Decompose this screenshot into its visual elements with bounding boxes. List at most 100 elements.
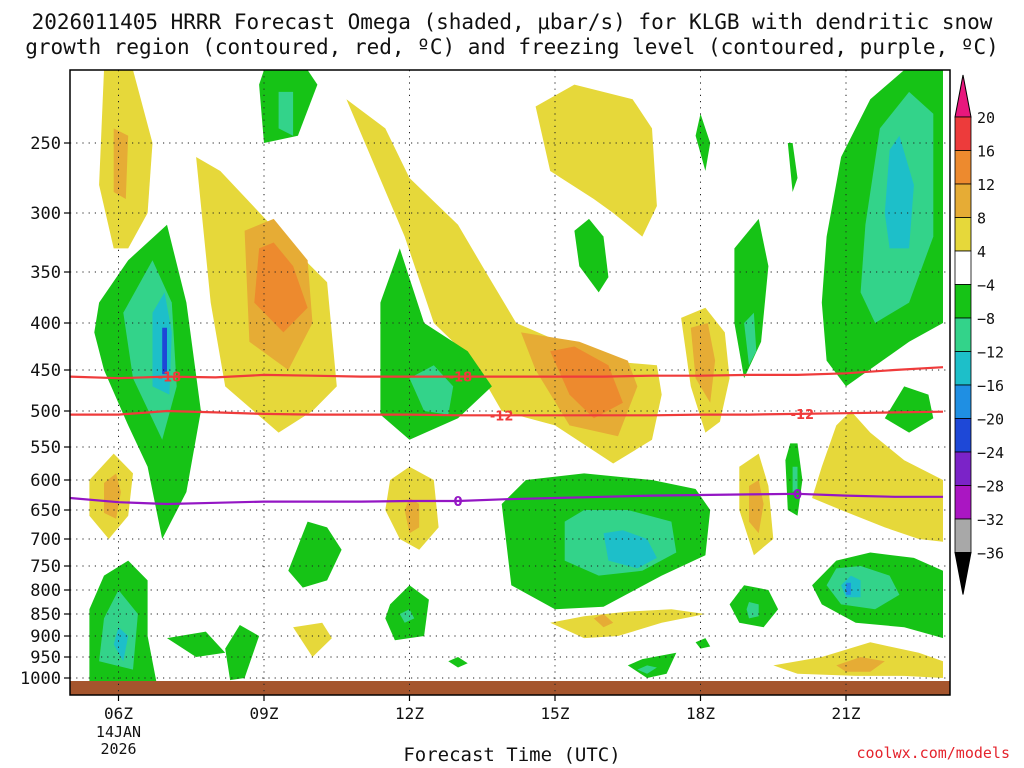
y-tick-label-900: 900 [30,627,61,647]
contour-label: -12 [490,409,514,424]
omega-region-pos8 [836,657,885,672]
contour-label: 0 [453,495,462,510]
omega-region-pos4 [293,622,332,657]
contour-label: -18 [449,371,473,386]
colorbar-swatch-13 [954,518,972,553]
y-tick-label-650: 650 [30,501,61,521]
omega-region-neg8 [884,386,934,433]
colorbar-swatch-6 [954,284,972,319]
colorbar-label-3: 8 [977,210,986,228]
omega-region-pos12 [254,242,308,333]
chart-title-line-1: 2026011405 HRRR Forecast Omega (shaded, … [31,10,993,34]
contour-lines: -18 -18 -12 -12 0 0 [70,366,944,510]
omega-colorbar: 20 16 12 8 4 −4 −8 −12 −16 −20 −24 −28 −32 −36 [954,74,1004,595]
colorbar-label-10: −24 [977,444,1004,462]
omega-region-neg16 [113,627,129,662]
colorbar-swatch-9 [954,384,972,419]
colorbar-swatch-12 [954,485,972,520]
colorbar-swatch-5 [954,250,972,285]
y-tick-label-950: 950 [30,648,61,668]
contour-label: -18 [158,371,182,386]
omega-region-neg12 [746,602,759,619]
colorbar-label-12: −32 [977,511,1004,529]
omega-region-neg8 [627,652,677,678]
omega-region-neg12 [637,665,657,674]
y-tick-label-300: 300 [30,204,61,224]
y-tick-label-450: 450 [30,361,61,381]
contour-line-0 [70,366,944,380]
colorbar-label-9: −20 [977,411,1004,429]
omega-region-neg8 [695,113,711,171]
contour-line-2 [70,492,943,506]
omega-region-pos8 [404,498,420,534]
colorbar-label-13: −36 [977,545,1004,563]
omega-region-neg8 [695,638,711,649]
x-tick-label-15Z: 15Z [541,704,570,723]
omega-region-neg12 [744,312,757,366]
gridlines [70,70,950,695]
contour-label: 0 [793,488,802,503]
omega-region-pos8 [593,614,614,628]
y-tick-label-1000: 1000 [20,669,61,689]
omega-region-neg8 [574,218,609,293]
contour-line-1 [70,409,944,417]
omega-region-neg12 [399,609,415,623]
y-tick-label-550: 550 [30,438,61,458]
colorbar-label-0: 20 [977,109,995,127]
y-tick-label-250: 250 [30,134,61,154]
omega-region-neg8 [225,625,260,681]
colorbar-swatch-7 [954,317,972,352]
colorbar-label-4: 4 [977,243,986,261]
omega-region-neg12 [278,91,294,136]
y-tick-label-750: 750 [30,557,61,577]
x-tick-label-18Z: 18Z [686,704,715,723]
colorbar-swatch-2 [954,150,972,185]
omega-region-neg12 [826,566,900,610]
colorbar-swatch-1 [954,116,972,151]
x-tick-label-09Z: 09Z [250,704,279,723]
colorbar-label-5: −4 [977,277,995,295]
omega-region-neg8 [380,248,492,440]
colorbar-swatch-3 [954,183,972,218]
omega-region-neg8 [167,631,226,657]
terrain-fill [70,681,950,695]
y-tick-label-500: 500 [30,402,61,422]
ground-strip [70,681,950,695]
y-tick-label-350: 350 [30,263,61,283]
omega-region-neg20 [846,582,851,595]
omega-region-pos4 [535,84,657,237]
colorbar-label-2: 12 [977,176,995,194]
x-date-label-1: 2026 [100,740,136,758]
omega-region-pos4 [550,609,706,639]
colorbar-label-7: −12 [977,344,1004,362]
colorbar-label-6: −8 [977,310,995,328]
colorbar-swatch-10 [954,418,972,453]
colorbar-top-arrow [954,74,972,118]
omega-region-neg8 [787,143,798,192]
colorbar-label-11: −28 [977,478,1004,496]
omega-region-neg24 [162,327,167,375]
colorbar-swatch-8 [954,351,972,386]
omega-region-pos4 [812,411,943,542]
x-tick-label-21Z: 21Z [832,704,861,723]
omega-region-pos12 [550,346,623,419]
omega-shading [89,70,943,687]
x-axis-title: Forecast Time (UTC) [403,744,621,766]
x-date-label-0: 14JAN [96,723,141,741]
source-website: coolwx.com/models [856,744,1010,762]
omega-region-neg12 [792,466,798,492]
pressure-axis: 2503003504004505005506006507007508008509… [20,134,70,689]
chart-title-line-2: growth region (contoured, red, ºC) and f… [25,35,999,59]
y-tick-label-800: 800 [30,581,61,601]
omega-region-neg16 [884,135,914,249]
x-tick-label-12Z: 12Z [395,704,424,723]
colorbar-swatch-4 [954,217,972,252]
y-tick-label-850: 850 [30,605,61,625]
omega-region-pos8 [113,128,129,199]
omega-region-neg8 [734,218,769,379]
omega-region-neg8 [288,521,342,588]
plot-border [69,69,951,696]
colorbar-bottom-arrow [954,552,972,595]
